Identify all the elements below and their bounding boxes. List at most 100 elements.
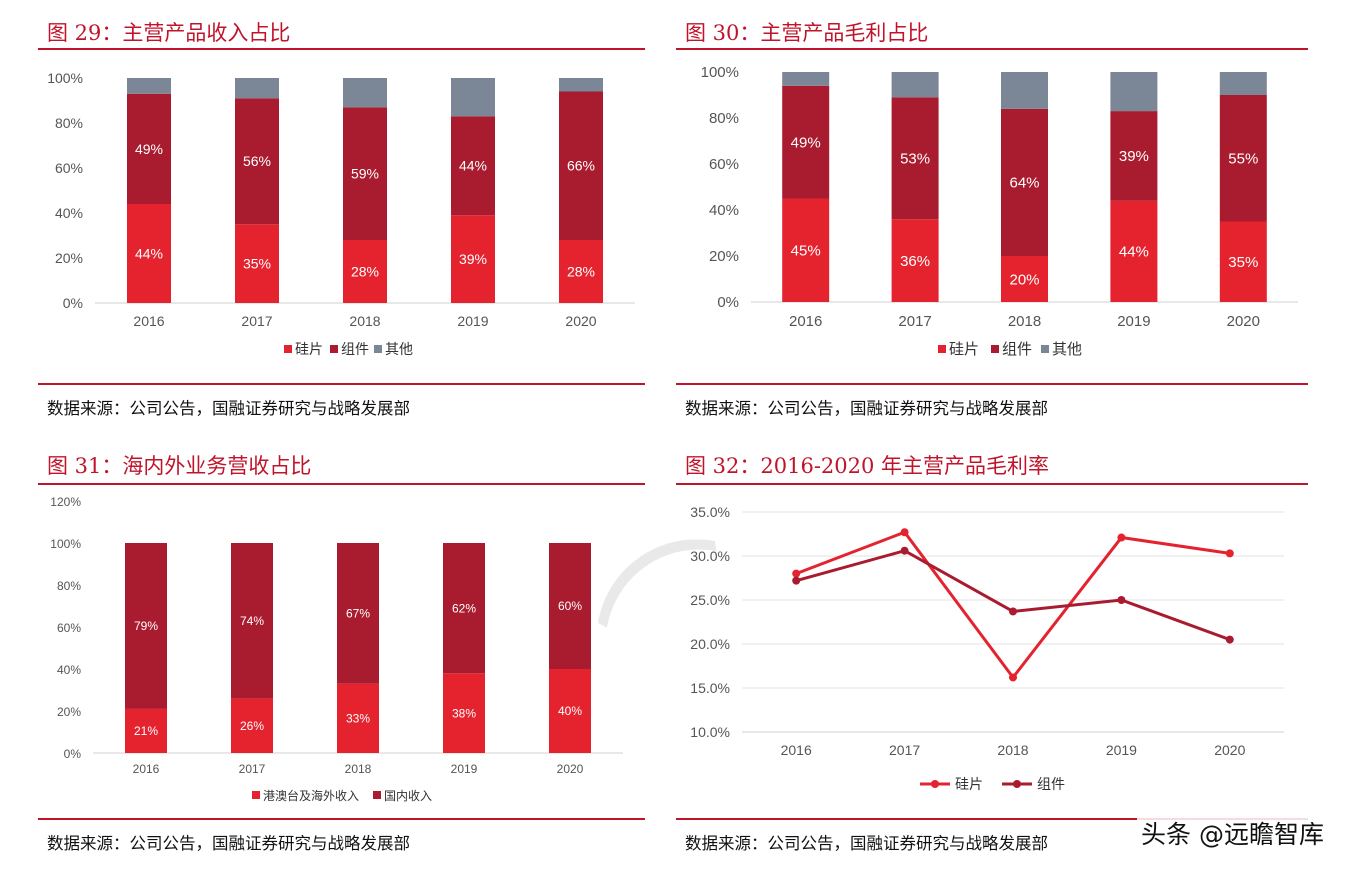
bar-segment <box>782 85 830 199</box>
x-tick-label: 2018 <box>349 313 380 329</box>
legend-swatch <box>1041 345 1049 353</box>
x-tick-label: 2020 <box>557 762 584 776</box>
data-label: 55% <box>1228 151 1258 168</box>
data-label: 45% <box>791 243 821 260</box>
bar-segment <box>127 93 171 204</box>
data-point <box>792 569 801 578</box>
bar-segment <box>451 215 495 303</box>
bar-segment <box>1110 200 1158 302</box>
x-tick-label: 2020 <box>1214 742 1245 758</box>
data-label: 56% <box>243 153 271 169</box>
x-tick-label: 2020 <box>1227 313 1260 330</box>
bar-segment <box>1001 256 1048 302</box>
figure-31-title: 图 31：海内外业务营收占比 <box>47 454 312 478</box>
x-tick-label: 2019 <box>1117 313 1150 330</box>
legend-swatch <box>374 345 382 353</box>
y-tick-label: 10.0% <box>690 724 730 740</box>
figure-32-chart: 10.0% 15.0% 20.0% 25.0% 30.0% 35.0% 2016 2017 20… <box>690 504 1284 792</box>
data-point <box>1009 607 1017 616</box>
bar-segment <box>559 78 603 92</box>
bar-segment <box>337 683 379 753</box>
bar-segment <box>1001 108 1048 256</box>
data-label: 35% <box>243 256 271 272</box>
bar-segment <box>1110 72 1158 112</box>
data-label: 49% <box>135 141 163 157</box>
data-label: 74% <box>240 614 264 628</box>
figure-32-source: 数据来源：公司公告，国融证券研究与战略发展部 <box>685 834 1048 853</box>
legend-swatch <box>991 345 999 353</box>
data-point <box>1117 596 1126 604</box>
legend-label: 硅片 <box>949 341 979 358</box>
figure-31-top-rule <box>38 483 645 485</box>
bar-segment <box>891 72 939 98</box>
bar-segment <box>451 116 495 216</box>
bar-segment <box>443 543 485 674</box>
legend-label: 港澳台及海外收入 <box>263 788 359 803</box>
x-tick-label: 2016 <box>781 742 812 758</box>
data-label: 67% <box>346 607 370 621</box>
bar-segment <box>443 673 485 753</box>
bar-segment <box>235 224 279 303</box>
x-tick-label: 2020 <box>565 313 596 329</box>
legend-label: 组件 <box>341 341 369 357</box>
bar-segment <box>782 198 830 302</box>
brand-watermark: 头条 @远瞻智库 <box>1137 815 1328 851</box>
bar-segment <box>125 543 167 709</box>
y-tick-label: 40% <box>709 202 739 219</box>
x-tick-label: 2017 <box>241 313 272 329</box>
data-label: 79% <box>134 619 158 633</box>
data-label: 59% <box>351 166 379 182</box>
bar-segment <box>343 240 387 303</box>
y-tick-label: 60% <box>55 160 83 176</box>
x-tick-label: 2018 <box>345 762 372 776</box>
bar-segment <box>235 78 279 99</box>
figure-32-bottom-rule <box>676 818 1308 820</box>
legend-swatch <box>938 345 946 353</box>
y-tick-label: 120% <box>50 495 81 509</box>
data-label: 40% <box>558 704 582 718</box>
bar-segment <box>1219 221 1267 302</box>
bar-segment <box>343 107 387 240</box>
x-tick-label: 2017 <box>239 762 266 776</box>
data-label: 20% <box>1009 271 1039 288</box>
data-label: 62% <box>452 601 476 615</box>
bar-segment <box>549 543 591 669</box>
legend-swatch <box>284 345 292 353</box>
figure-32-title: 图 32：2016-2020 年主营产品毛利率 <box>685 454 1050 478</box>
y-tick-label: 30.0% <box>690 548 730 564</box>
bar-segment <box>451 78 495 117</box>
figure-31-chart: 0% 20% 40% 60% 80% 100% 120% 2016 2017 2018 2019 20… <box>50 495 623 803</box>
bar-segment <box>125 708 167 753</box>
data-label: 44% <box>135 245 163 261</box>
bar-segment <box>127 78 171 94</box>
y-tick-label: 0% <box>63 295 83 311</box>
data-point <box>1225 635 1234 644</box>
figure-30-title: 图 30：主营产品毛利占比 <box>685 21 929 45</box>
x-tick-label: 2017 <box>898 313 931 330</box>
legend-swatch <box>252 791 260 799</box>
y-tick-label: 25.0% <box>690 592 730 608</box>
legend-label: 硅片 <box>955 776 983 792</box>
bar-segment <box>559 91 603 240</box>
data-point <box>900 546 909 555</box>
x-tick-label: 2018 <box>1008 313 1041 330</box>
x-tick-label: 2019 <box>451 762 478 776</box>
data-label: 36% <box>900 253 930 270</box>
data-point <box>792 576 801 585</box>
figure-31-source: 数据来源：公司公告，国融证券研究与战略发展部 <box>47 834 410 853</box>
data-label: 38% <box>452 706 476 720</box>
data-label: 26% <box>240 719 264 733</box>
y-tick-label: 20% <box>57 705 81 719</box>
data-point <box>1225 549 1234 558</box>
data-label: 35% <box>1228 254 1258 271</box>
series-line <box>795 549 1231 642</box>
y-tick-label: 100% <box>701 64 739 81</box>
figure-29-title: 图 29：主营产品收入占比 <box>47 21 291 45</box>
y-tick-label: 60% <box>709 156 739 173</box>
y-tick-label: 0% <box>64 747 82 761</box>
figure-29-top-rule <box>38 48 645 50</box>
x-tick-label: 2019 <box>1106 742 1137 758</box>
y-tick-label: 80% <box>55 115 83 131</box>
legend-label: 组件 <box>1002 341 1032 358</box>
legend-marker <box>1013 780 1021 788</box>
